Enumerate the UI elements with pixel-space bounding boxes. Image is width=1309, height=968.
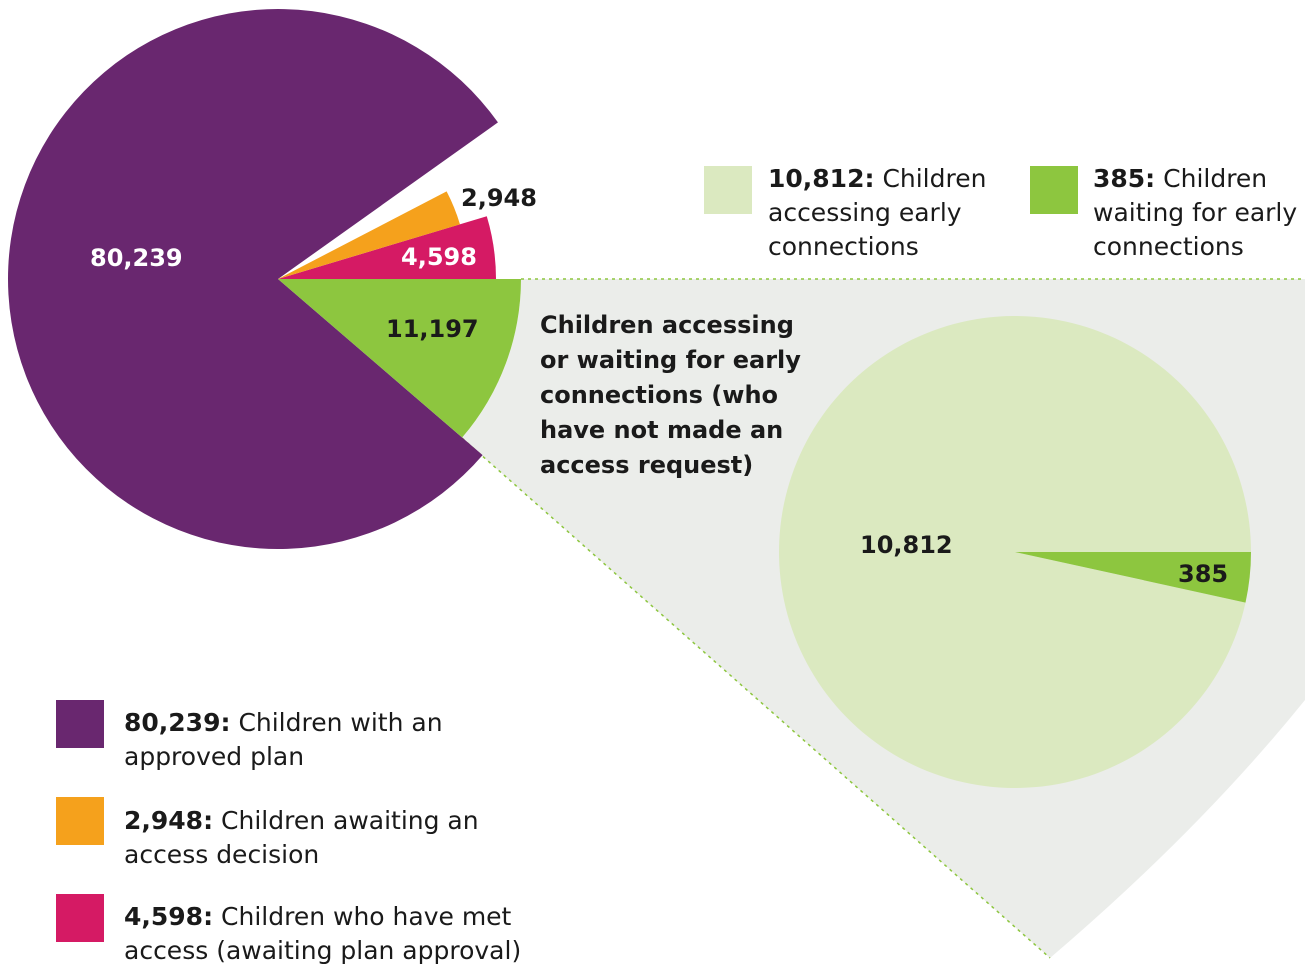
legend-value-awaiting-decision: 2,948: [124, 806, 214, 835]
legend-text-waiting: Children waiting for early connections [1093, 164, 1298, 261]
slice-approved [7, 9, 498, 550]
slice-label-waiting: 385 [1178, 560, 1228, 588]
slice-label-approved: 80,239 [90, 244, 183, 272]
legend-value-waiting: 385: [1093, 164, 1156, 193]
legend-value-met-access: 4,598: [124, 902, 214, 931]
legend-item-met-access: 4,598: Children who have met access (awa… [124, 900, 544, 968]
legend-item-waiting: 385: Children waiting for early connecti… [1093, 162, 1303, 264]
slice-label-met-access: 4,598 [401, 243, 477, 271]
legend-value-accessing: 10,812: [768, 164, 875, 193]
slice-waiting [1015, 552, 1251, 603]
legend-item-awaiting-decision: 2,948: Children awaiting an access decis… [124, 804, 484, 872]
legend-text-accessing: Children accessing early connections [768, 164, 987, 261]
slice-met-access [278, 216, 496, 279]
legend-text-met-access: Children who have met access (awaiting p… [124, 902, 522, 965]
connector-line-bottom [461, 437, 1051, 959]
slice-label-early-connections: 11,197 [386, 315, 479, 343]
legend-text-awaiting-decision: Children awaiting an access decision [124, 806, 479, 869]
slice-label-awaiting-decision: 2,948 [461, 184, 537, 212]
legend-text-approved: Children with an approved plan [124, 708, 443, 771]
detail-pie-title: Children accessing or waiting for early … [540, 311, 801, 479]
legend-item-accessing: 10,812: Children accessing early connect… [768, 162, 998, 264]
legend-value-approved: 80,239: [124, 708, 231, 737]
legend-swatch-approved [56, 700, 104, 748]
legend-item-approved: 80,239: Children with an approved plan [124, 706, 454, 774]
slice-early-connections [278, 279, 521, 438]
slice-awaiting-decision [278, 191, 460, 279]
legend-swatch-waiting [1030, 166, 1078, 214]
legend-swatch-met-access [56, 894, 104, 942]
legend-swatch-accessing [704, 166, 752, 214]
slice-label-accessing: 10,812 [860, 531, 953, 559]
legend-swatch-awaiting-decision [56, 797, 104, 845]
